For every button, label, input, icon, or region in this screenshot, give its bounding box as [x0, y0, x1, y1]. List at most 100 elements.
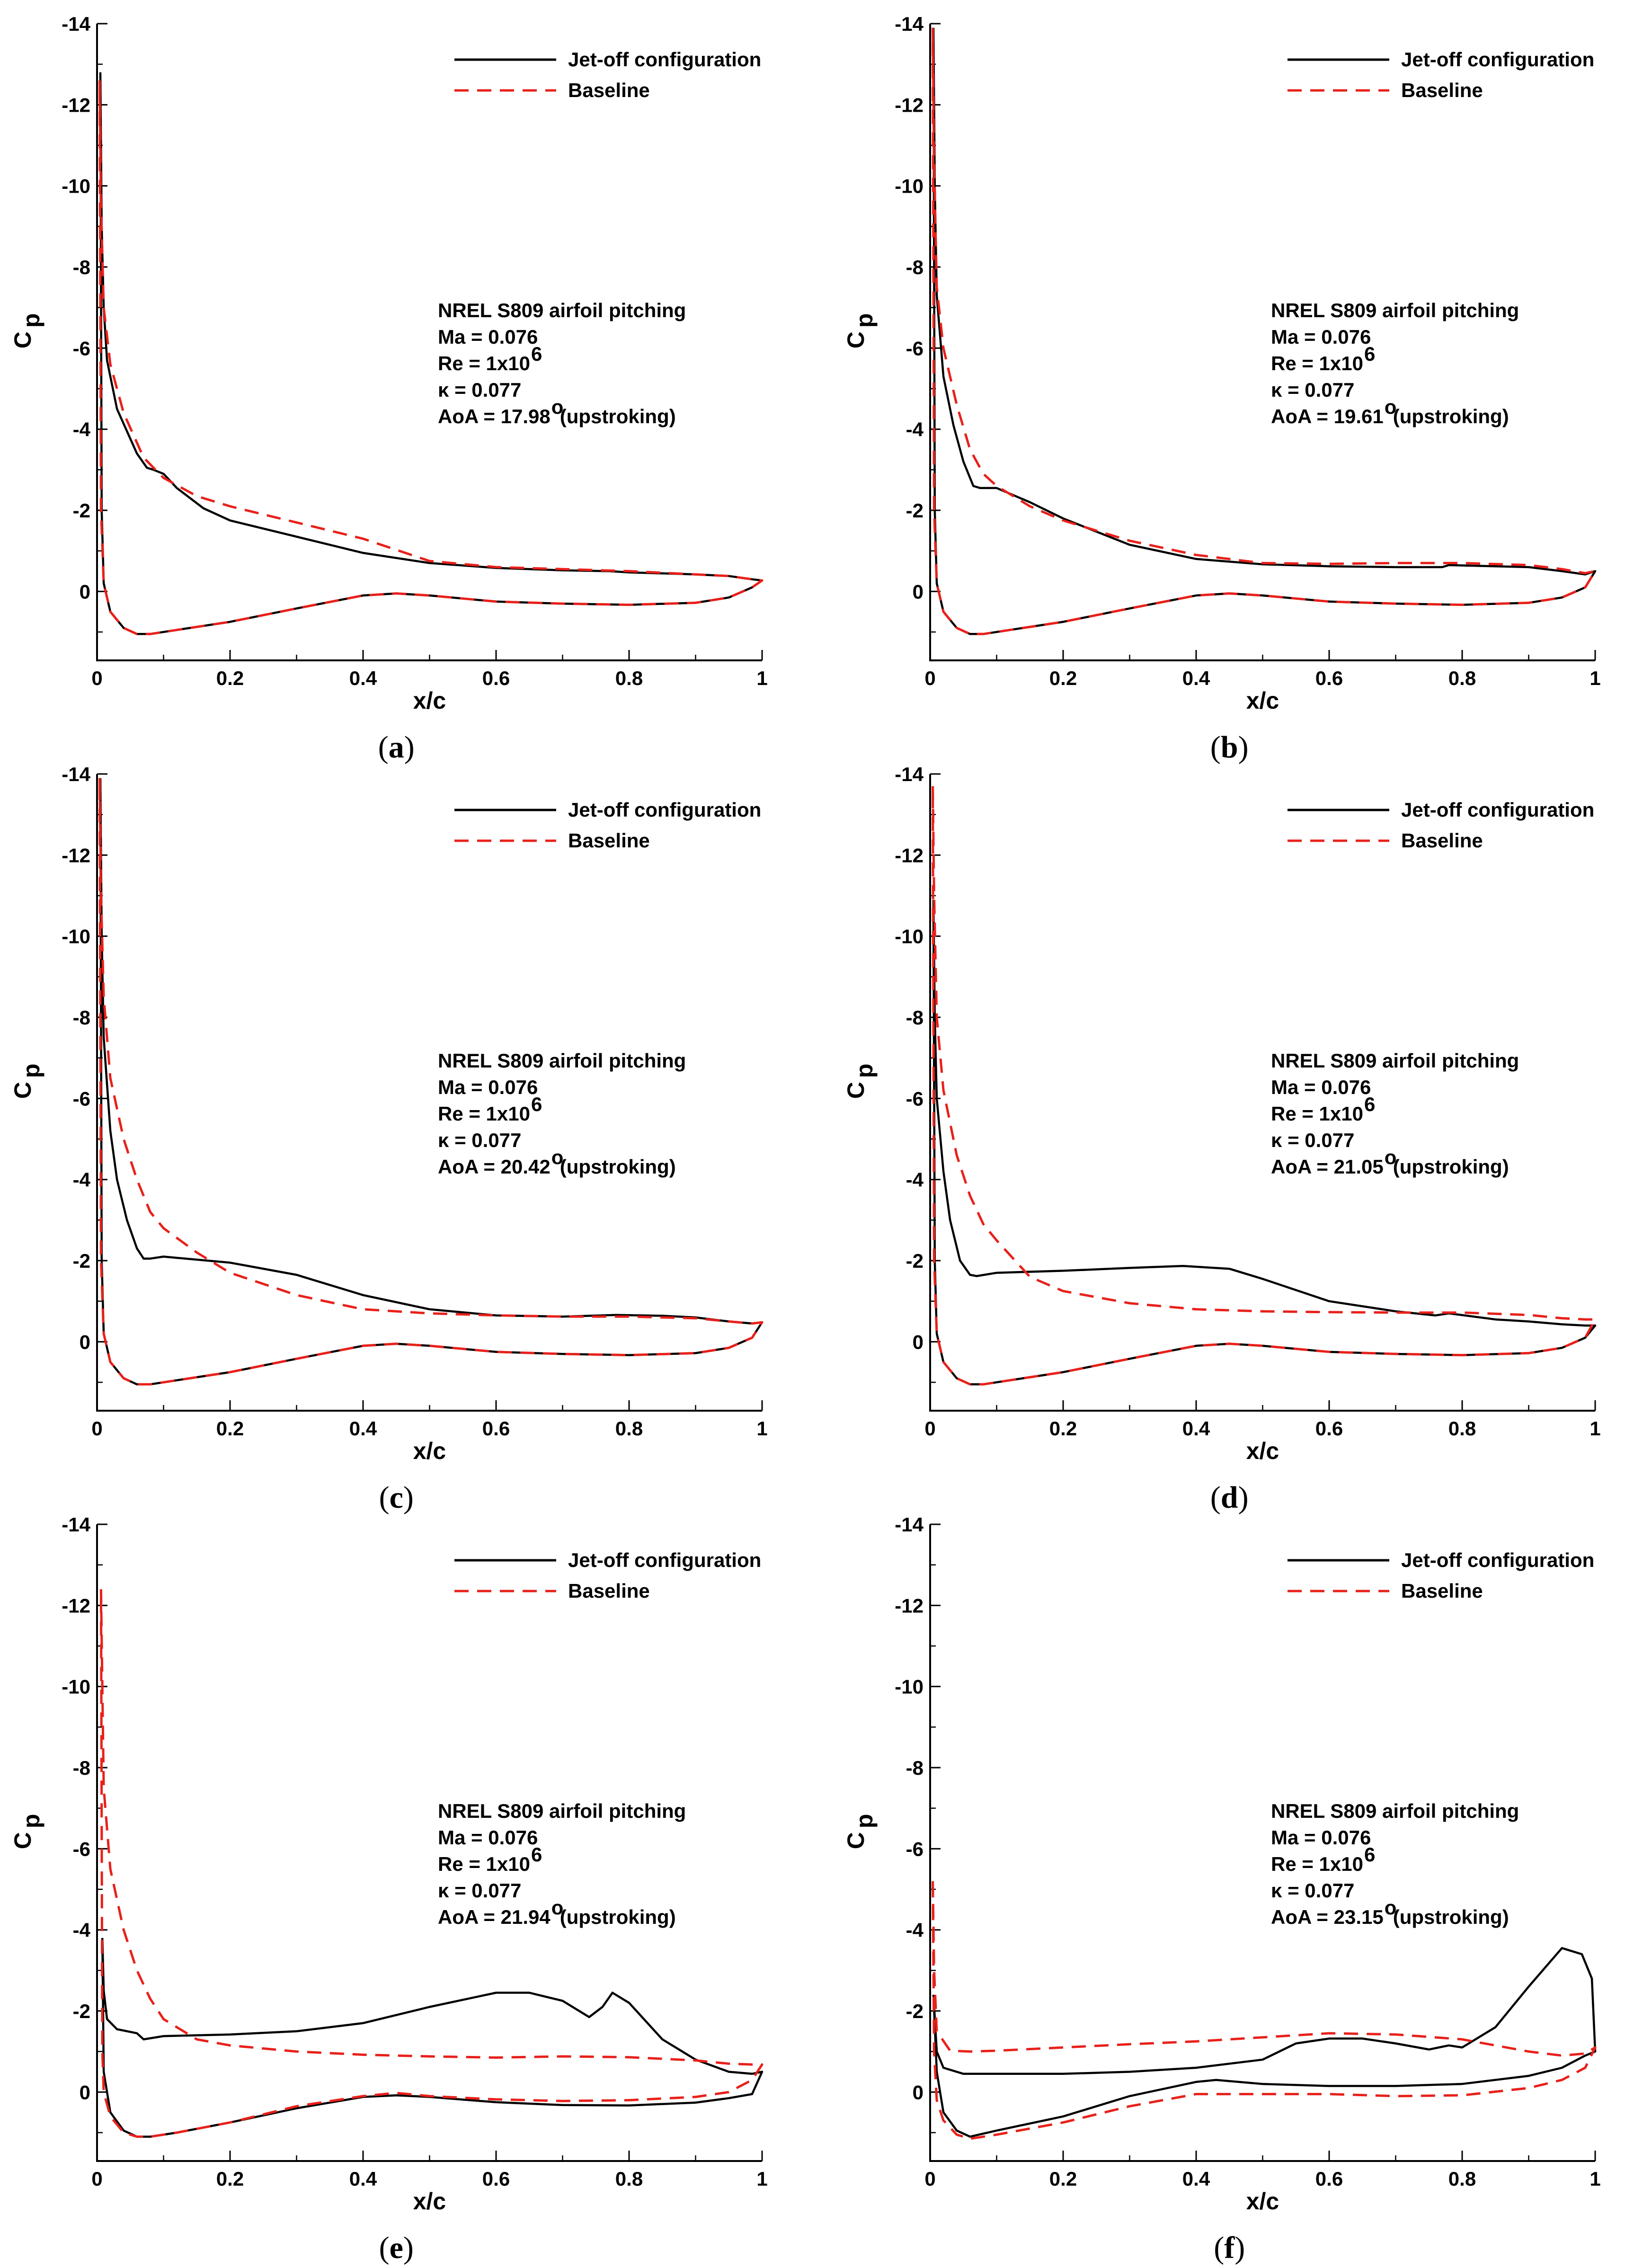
legend-label-baseline: Baseline: [568, 829, 650, 852]
y-axis-title-sub: p: [18, 313, 44, 328]
y-tick-label: -12: [895, 94, 924, 116]
axes-frame: [96, 1524, 762, 2162]
x-tick-label: 0.8: [615, 2168, 643, 2190]
annotation-aoa-degree: o: [1385, 1896, 1397, 1919]
y-tick-label: -10: [62, 925, 90, 948]
y-tick-label: -8: [906, 256, 924, 278]
annotation-aoa: AoA = 21.05: [1271, 1156, 1384, 1178]
series-jet-off-line: [932, 1947, 1597, 2138]
y-tick-label: -2: [73, 499, 90, 522]
y-tick-label: -14: [895, 1513, 924, 1536]
legend-label-jet-off: Jet-off configuration: [568, 799, 761, 821]
series-baseline-line: [99, 1589, 764, 2138]
annotation-mach: Ma = 0.076: [438, 326, 538, 348]
annotation-aoa-phase: (upstroking): [560, 1906, 676, 1928]
annotation-reynolds-exponent: 6: [531, 1093, 542, 1115]
y-tick-label: -12: [895, 1594, 924, 1617]
series-baseline-line: [932, 786, 1597, 1386]
y-tick-label: -14: [62, 763, 90, 785]
y-tick-label: -4: [906, 1919, 924, 1941]
y-tick-label: -10: [895, 175, 924, 197]
legend-label-jet-off: Jet-off configuration: [568, 48, 761, 71]
x-tick-label: 1: [756, 1417, 767, 1440]
x-tick-label: 0: [91, 667, 102, 689]
x-tick-label: 0.6: [482, 667, 510, 689]
x-tick-label: 0.6: [1315, 2168, 1343, 2190]
series-jet-off-line: [99, 72, 764, 635]
x-axis-title: x/c: [1246, 1438, 1279, 1464]
x-tick-label: 1: [1590, 667, 1600, 689]
y-tick-label: -4: [73, 1919, 91, 1941]
y-tick-label: -12: [895, 844, 924, 866]
x-tick-label: 0.6: [1315, 1417, 1343, 1440]
y-tick-label: 0: [913, 1331, 924, 1353]
axes-frame: [929, 1524, 1595, 2162]
panel-caption-letter: a: [389, 730, 404, 765]
annotation-aoa-phase: (upstroking): [560, 405, 676, 427]
y-axis-title-main: C: [9, 1082, 36, 1099]
x-tick-label: 0.4: [349, 2168, 377, 2190]
annotation-kappa: κ = 0.077: [438, 1879, 521, 1902]
panel-caption: (a): [378, 730, 415, 765]
y-axis-title: Cp: [843, 1064, 878, 1099]
annotation-aoa-phase: (upstroking): [1393, 1156, 1509, 1178]
panel-c: -14 -12 -10 -8 -6 -4 -2 0 0 0.2 0.4 0.6 0.8 1 x/c Cp Jet…: [9, 763, 768, 1515]
annotation-kappa: κ = 0.077: [438, 379, 521, 401]
y-tick-label: -4: [73, 418, 91, 441]
annotation-reynolds-exponent: 6: [1364, 1843, 1375, 1866]
y-axis-title-sub: p: [18, 1814, 44, 1829]
y-axis-title: Cp: [9, 1064, 44, 1099]
y-tick-label: -6: [73, 1838, 90, 1860]
panel-caption-letter: f: [1224, 2231, 1235, 2265]
x-tick-label: 0.2: [1049, 2168, 1077, 2190]
panel-caption: (b): [1210, 730, 1249, 765]
x-tick-label: 0.4: [1182, 667, 1210, 689]
panel-a: -14 -12 -10 -8 -6 -4 -2 0 0 0.2 0.4 0.6 0.8 1 x/c Cp Jet…: [9, 13, 768, 765]
panel-b: -14 -12 -10 -8 -6 -4 -2 0 0 0.2 0.4 0.6 0.8 1 x/c Cp Jet…: [843, 13, 1601, 765]
panel-caption-letter: c: [390, 1480, 403, 1515]
x-tick-label: 0: [924, 667, 935, 689]
x-tick-label: 0.2: [1049, 1417, 1077, 1440]
y-tick-label: -6: [73, 337, 90, 359]
x-tick-label: 0: [91, 2168, 102, 2190]
y-tick-label: -10: [62, 1676, 90, 1698]
x-axis-title: x/c: [413, 687, 446, 714]
annotation-aoa-phase: (upstroking): [1393, 1906, 1509, 1928]
y-axis-title: Cp: [843, 313, 878, 349]
annotation-reynolds: Re = 1x10: [438, 1853, 530, 1875]
legend-label-baseline: Baseline: [1401, 79, 1483, 101]
panel-caption: (c): [379, 1480, 414, 1515]
legend-label-jet-off: Jet-off configuration: [1401, 48, 1594, 71]
y-tick-label: -10: [895, 1676, 924, 1698]
annotation-aoa-degree: o: [1385, 1146, 1397, 1168]
panel-d: -14 -12 -10 -8 -6 -4 -2 0 0 0.2 0.4 0.6 0.8 1 x/c Cp Jet…: [843, 763, 1601, 1515]
x-tick-label: 0.2: [216, 1417, 244, 1440]
annotation-mach: Ma = 0.076: [1271, 1076, 1371, 1098]
x-tick-label: 0: [924, 1417, 935, 1440]
annotation-reynolds-exponent: 6: [1364, 343, 1375, 365]
x-tick-label: 0: [91, 1417, 102, 1440]
y-tick-label: -10: [62, 175, 90, 197]
x-tick-label: 0.2: [1049, 667, 1077, 689]
x-tick-label: 0: [924, 2168, 935, 2190]
annotation-aoa-phase: (upstroking): [1393, 405, 1509, 427]
y-tick-label: -14: [895, 763, 924, 785]
x-tick-label: 0.8: [615, 667, 643, 689]
annotation-title: NREL S809 airfoil pitching: [438, 1800, 686, 1822]
y-axis-title-sub: p: [18, 1064, 44, 1078]
y-axis-title: Cp: [843, 1814, 878, 1850]
y-tick-label: -8: [73, 1006, 90, 1029]
y-axis-title-sub: p: [851, 313, 878, 328]
x-tick-label: 0.2: [216, 2168, 244, 2190]
annotation-mach: Ma = 0.076: [1271, 326, 1371, 348]
x-tick-label: 0.8: [615, 1417, 643, 1440]
panel-f: -14 -12 -10 -8 -6 -4 -2 0 0 0.2 0.4 0.6 0.8 1 x/c Cp Jet…: [843, 1513, 1601, 2265]
y-tick-label: -8: [73, 1757, 90, 1779]
annotation-aoa: AoA = 19.61: [1271, 405, 1384, 427]
y-tick-label: -6: [906, 1838, 924, 1860]
y-axis-title: Cp: [9, 1814, 44, 1850]
annotation-aoa: AoA = 23.15: [1271, 1906, 1384, 1928]
x-axis-title: x/c: [413, 1438, 446, 1464]
series-jet-off-line: [99, 778, 764, 1386]
